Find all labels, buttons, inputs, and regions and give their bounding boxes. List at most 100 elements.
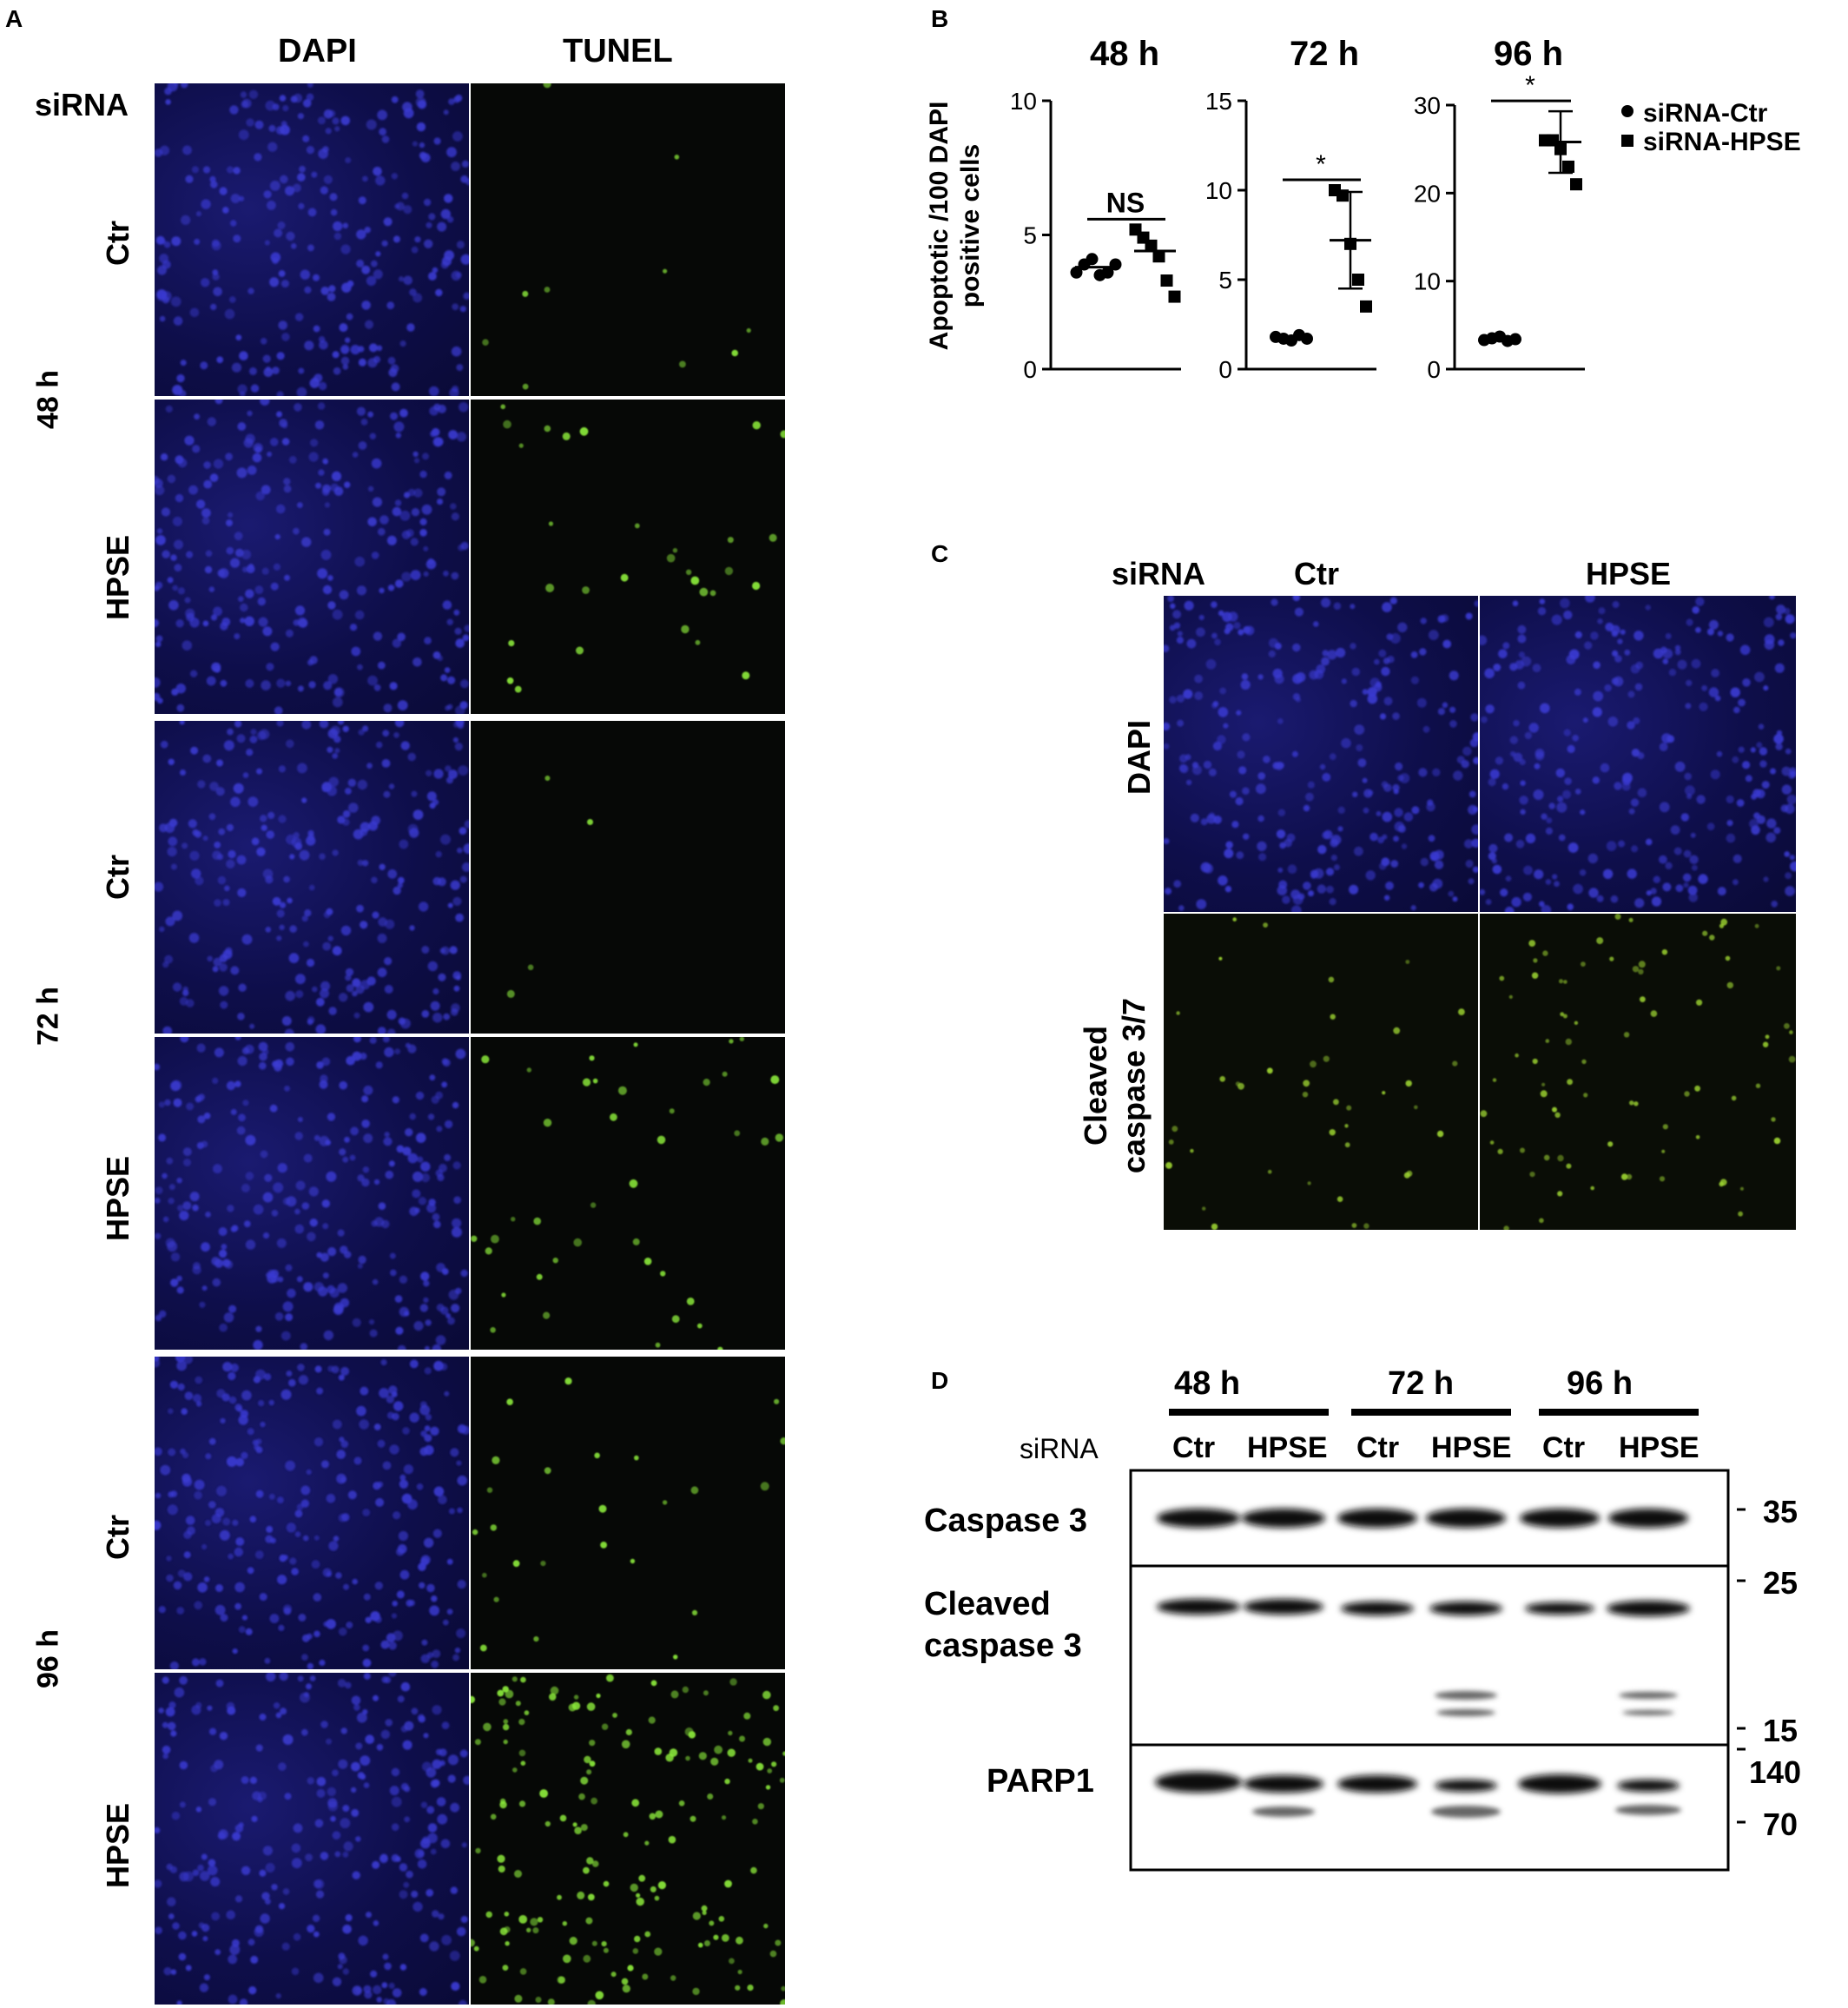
cell-nucleus: [454, 743, 463, 751]
cell-nucleus: [506, 989, 515, 998]
cell-nucleus: [393, 421, 405, 433]
cell-nucleus: [375, 741, 383, 749]
cell-nucleus: [176, 1205, 184, 1212]
cell-texture: [155, 83, 469, 396]
cell-nucleus: [1382, 811, 1393, 822]
cell-nucleus: [391, 1853, 399, 1862]
cell-nucleus: [432, 1705, 442, 1715]
cell-nucleus: [1410, 905, 1416, 911]
cell-nucleus: [438, 1913, 445, 1920]
cell-nucleus: [205, 1520, 211, 1526]
cell-nucleus: [238, 129, 249, 141]
cell-nucleus: [1307, 781, 1315, 789]
cell-nucleus: [319, 1135, 330, 1146]
cell-nucleus: [644, 1840, 650, 1846]
cell-nucleus: [362, 1658, 372, 1668]
cell-nucleus: [423, 1280, 430, 1287]
cell-nucleus: [1350, 604, 1356, 610]
cell-nucleus: [1785, 886, 1795, 896]
cell-nucleus: [228, 849, 236, 859]
cell-nucleus: [301, 721, 312, 730]
band-caspase3-lane3: [1337, 1509, 1417, 1528]
cell-nucleus: [444, 1153, 452, 1161]
cell-nucleus: [343, 1251, 352, 1258]
cell-nucleus: [266, 1525, 274, 1533]
cell-nucleus: [1637, 788, 1647, 797]
cell-nucleus: [327, 1247, 337, 1257]
cell-nucleus: [399, 408, 408, 418]
cell-nucleus: [1726, 833, 1736, 843]
cell-nucleus: [502, 1723, 510, 1731]
cell-nucleus: [1638, 961, 1646, 968]
cell-nucleus: [293, 527, 300, 535]
cell-nucleus: [326, 1619, 336, 1629]
cell-nucleus: [573, 1694, 579, 1700]
cell-nucleus: [276, 721, 284, 727]
cell-nucleus: [369, 433, 376, 439]
cell-nucleus: [346, 313, 353, 320]
cell-nucleus: [343, 1841, 353, 1852]
cell-nucleus: [371, 876, 378, 884]
cell-nucleus: [1694, 1085, 1700, 1092]
cell-nucleus: [504, 1926, 511, 1933]
cell-nucleus: [243, 1220, 251, 1227]
cell-nucleus: [401, 192, 409, 200]
cell-nucleus: [589, 1740, 596, 1747]
cell-nucleus: [377, 1027, 386, 1034]
cell-nucleus: [1393, 836, 1399, 842]
cell-nucleus: [281, 438, 290, 446]
cell-nucleus: [352, 1318, 361, 1327]
cell-nucleus: [1165, 1162, 1172, 1169]
cell-nucleus: [441, 1721, 450, 1730]
panel-a-row-label-hpse-96h: HPSE: [100, 1802, 135, 1889]
cell-nucleus: [1766, 818, 1777, 829]
cell-nucleus: [229, 1944, 241, 1955]
cell-nucleus: [1449, 706, 1456, 713]
cell-nucleus: [1614, 655, 1622, 663]
cell-nucleus: [195, 1807, 202, 1813]
cell-nucleus: [692, 1912, 701, 1920]
cell-nucleus: [1661, 733, 1672, 743]
cell-nucleus: [222, 1517, 231, 1526]
cell-nucleus: [606, 1674, 614, 1682]
cell-nucleus: [1554, 881, 1560, 888]
cell-nucleus: [226, 166, 234, 174]
cell-nucleus: [191, 166, 199, 174]
panel-d-time-96h: 96 h: [1567, 1365, 1634, 1402]
cell-nucleus: [503, 419, 512, 429]
cell-nucleus: [1785, 748, 1792, 755]
cell-nucleus: [1385, 882, 1394, 890]
cell-nucleus: [160, 1464, 171, 1476]
cell-nucleus: [360, 828, 368, 836]
cell-nucleus: [1629, 1100, 1634, 1106]
cell-nucleus: [276, 909, 285, 918]
cell-nucleus: [1379, 713, 1387, 720]
cell-nucleus: [342, 1805, 350, 1813]
cell-nucleus: [1258, 853, 1267, 862]
cell-nucleus: [430, 1001, 440, 1011]
cell-nucleus: [1267, 1169, 1272, 1174]
cell-nucleus: [159, 823, 168, 833]
cell-nucleus: [215, 1584, 223, 1592]
cell-nucleus: [774, 1398, 780, 1404]
cell-nucleus: [338, 1759, 348, 1769]
cell-nucleus: [428, 386, 439, 396]
cell-nucleus: [1567, 744, 1575, 753]
cell-nucleus: [332, 753, 339, 759]
cell-nucleus: [1236, 851, 1244, 860]
cell-nucleus: [286, 1523, 296, 1533]
cell-nucleus: [453, 96, 460, 103]
cell-nucleus: [461, 160, 469, 168]
cell-nucleus: [1634, 898, 1645, 908]
cell-nucleus: [332, 1831, 341, 1840]
cell-nucleus: [1719, 1181, 1724, 1187]
cell-nucleus: [387, 869, 398, 879]
cell-nucleus: [384, 1132, 390, 1138]
cell-nucleus: [389, 1786, 399, 1796]
cell-nucleus: [1184, 600, 1194, 611]
cell-nucleus: [170, 1490, 178, 1497]
cell-nucleus: [357, 1772, 365, 1780]
cell-nucleus: [1634, 631, 1644, 641]
cell-nucleus: [1685, 785, 1695, 796]
cell-nucleus: [166, 1157, 174, 1165]
